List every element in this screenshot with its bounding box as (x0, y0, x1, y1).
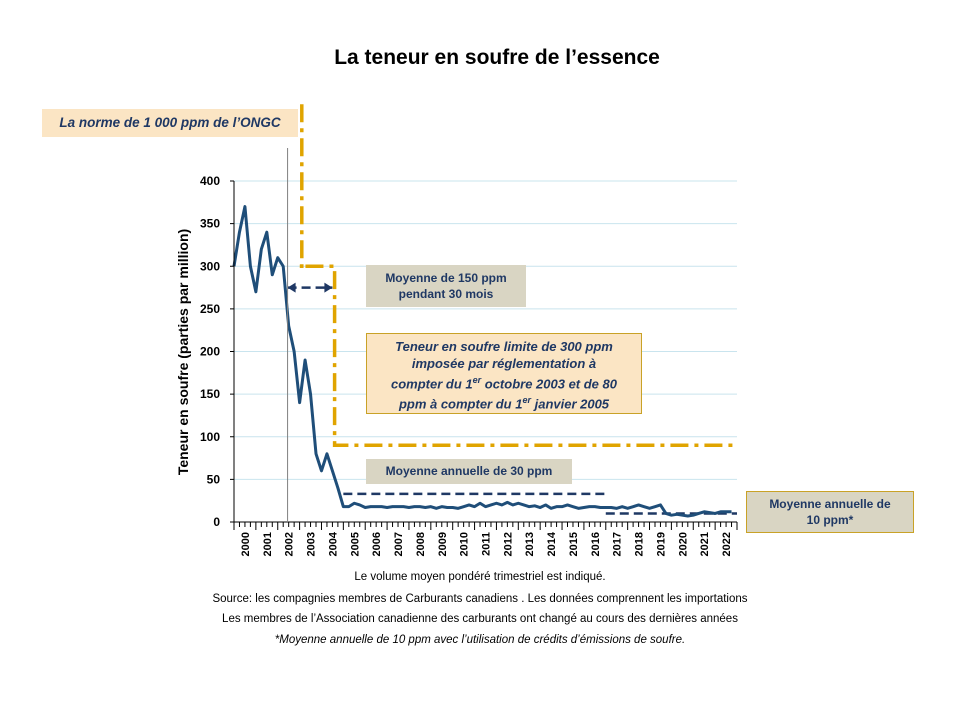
y-tick-label: 250 (200, 302, 220, 316)
x-tick-label: 2001 (262, 532, 274, 556)
reference-line-dash-dot (299, 104, 737, 448)
annotation-150ppm-line2: pendant 30 mois (398, 287, 494, 301)
x-tick-label: 2020 (677, 532, 689, 556)
annotation-10ppm: Moyenne annuelle de 10 ppm* (746, 491, 914, 533)
annotation-limit-line4: ppm à compter du 1er janvier 2005 (367, 392, 641, 412)
annotation-norm: La norme de 1 000 ppm de l’ONGC (42, 109, 298, 137)
x-tick-label: 2002 (284, 532, 296, 556)
note-credits: *Moyenne annuelle de 10 ppm avec l’utili… (274, 634, 686, 646)
annotation-10ppm-line1: Moyenne annuelle de (769, 497, 891, 511)
note-weighted-volume: Le volume moyen pondéré trimestriel est … (354, 571, 606, 583)
x-tick-label: 2007 (393, 532, 405, 556)
x-tick-label: 2015 (568, 532, 580, 556)
x-tick-label: 2009 (437, 532, 449, 556)
series-line (232, 205, 732, 518)
limit-line3-sup: er (472, 375, 482, 385)
y-tick-label: 350 (200, 217, 220, 231)
x-tick-label: 2004 (327, 531, 339, 556)
y-tick-label: 400 (200, 174, 220, 188)
grid-lines (234, 180, 737, 480)
x-tick-label: 2022 (721, 532, 733, 556)
annotation-limit-line1: Teneur en soufre limite de 300 ppm (395, 339, 613, 354)
x-tick-label: 2010 (459, 532, 471, 556)
limit-line4-a: ppm à compter du 1 (398, 396, 523, 412)
reference-lines (287, 104, 737, 515)
y-axis-label: Teneur en soufre (parties par million) (175, 229, 191, 475)
x-tick-label: 2013 (524, 532, 536, 556)
note-source: Source: les compagnies membres de Carbur… (212, 593, 748, 605)
x-tick-label: 2006 (371, 532, 383, 556)
chart-title: La teneur en soufre de l’essence (334, 46, 660, 69)
annotation-limit-line3: compter du 1er octobre 2003 et de 80 (367, 372, 641, 392)
x-tick-labels: 2000 2001 2002 2003 2004 2005 2006 2007 2008 2009… (240, 531, 733, 556)
annotation-30ppm: Moyenne annuelle de 30 ppm (366, 459, 572, 484)
x-tick-label: 2017 (612, 532, 624, 556)
limit-line4-sup: er (522, 395, 531, 406)
x-tick-label: 2005 (349, 532, 361, 556)
x-tick-label: 2018 (634, 532, 646, 556)
y-tick-label: 150 (200, 387, 220, 401)
y-tick-labels: 0 50 100 150 200 250 300 350 400 (200, 174, 220, 529)
x-tick-label: 2014 (546, 531, 558, 556)
limit-line3-a: compter du 1 (391, 376, 473, 392)
x-tick-label: 2000 (240, 532, 252, 556)
x-tick-label: 2011 (481, 532, 493, 556)
x-tick-label: 2021 (699, 532, 711, 556)
y-tick-label: 0 (213, 515, 220, 529)
annotation-150ppm: Moyenne de 150 ppm pendant 30 mois (366, 265, 526, 307)
limit-line4-b: janvier 2005 (530, 396, 610, 412)
x-tick-label: 2016 (590, 532, 602, 556)
x-tick-label: 2008 (415, 532, 427, 556)
y-tick-label: 200 (200, 345, 220, 359)
note-members: Les membres de l’Association canadienne … (222, 613, 738, 625)
annotation-limit-line2: imposée par réglementation à (411, 356, 597, 371)
limit-line3-b: octobre 2003 et de 80 (481, 376, 617, 392)
y-tick-label: 300 (200, 259, 220, 273)
arrow-head-left (287, 282, 296, 293)
axes (230, 148, 738, 530)
annotation-150ppm-line1: Moyenne de 150 ppm (385, 271, 507, 285)
annotation-10ppm-line2: 10 ppm* (806, 513, 854, 527)
x-tick-label: 2003 (306, 532, 318, 556)
y-tick-label: 50 (207, 472, 221, 486)
annotation-300ppm-limit: Teneur en soufre limite de 300 ppm impos… (366, 333, 642, 414)
x-tick-label: 2019 (655, 532, 667, 556)
series-lines (232, 205, 732, 518)
x-tick-label: 2012 (502, 532, 514, 556)
y-tick-label: 100 (200, 430, 220, 444)
arrow-head-right (324, 282, 333, 293)
